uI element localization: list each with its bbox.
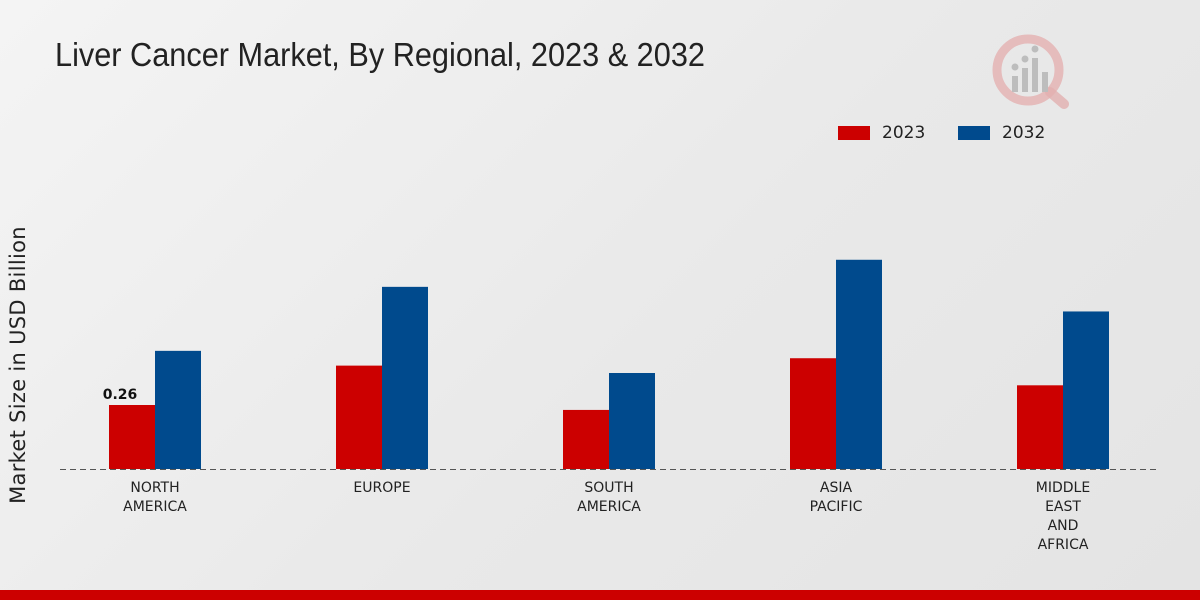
brand-logo-icon <box>992 34 1069 109</box>
bar-2032-asia-pacific <box>836 259 882 469</box>
bar-2023-europe <box>336 365 382 469</box>
legend-item-2023: 2023 <box>838 123 925 143</box>
x-tick-label-south-america: SOUTH AMERICA <box>577 480 641 515</box>
legend-label-2023: 2023 <box>882 123 926 143</box>
bar-2032-north-america <box>155 350 201 469</box>
legend-item-2032: 2032 <box>958 123 1045 143</box>
data-label-2023-0: 0.26 <box>103 387 138 403</box>
bar-2032-middle-east-and-africa <box>1063 311 1109 469</box>
x-tick-label-middle-east-and-africa: MIDDLE EAST AND AFRICA <box>1036 480 1090 553</box>
legend-swatch-2032 <box>958 126 990 140</box>
chart-title: Liver Cancer Market, By Regional, 2023 &… <box>55 36 705 73</box>
bottom-accent-bar <box>0 590 1200 600</box>
bar-2023-asia-pacific <box>790 358 836 469</box>
bar-2023-south-america <box>563 409 609 469</box>
bar-2023-middle-east-and-africa <box>1017 385 1063 469</box>
x-tick-label-europe: EUROPE <box>353 480 410 496</box>
bar-2032-south-america <box>609 373 655 469</box>
bar-2023-north-america <box>109 405 155 469</box>
x-tick-label-north-america: NORTH AMERICA <box>123 480 187 515</box>
x-tick-label-asia-pacific: ASIA PACIFIC <box>810 480 863 515</box>
bar-2032-europe <box>382 286 428 469</box>
legend-label-2032: 2032 <box>1002 123 1046 143</box>
legend-swatch-2023 <box>838 126 870 140</box>
